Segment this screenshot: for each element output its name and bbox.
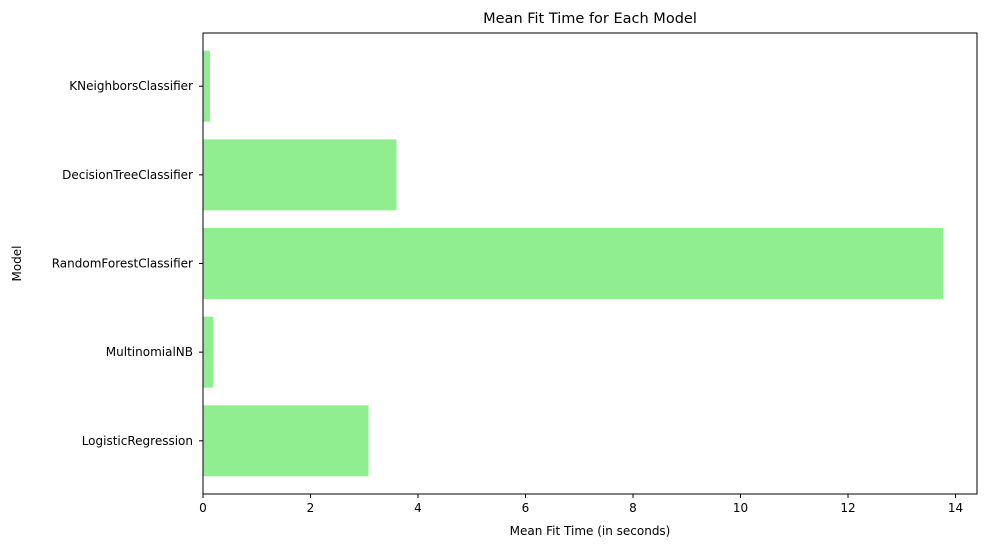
x-tick-label: 10 xyxy=(733,501,748,515)
x-tick-label: 12 xyxy=(840,501,855,515)
y-tick-label: LogisticRegression xyxy=(82,434,193,448)
bar-MultinomialNB xyxy=(203,316,214,388)
bar-LogisticRegression xyxy=(203,405,369,477)
y-axis-label: Model xyxy=(10,245,24,281)
y-axis: LogisticRegression MultinomialNB RandomFor… xyxy=(52,79,203,448)
y-tick-label: MultinomialNB xyxy=(106,345,193,359)
y-tick-label: KNeighborsClassifier xyxy=(69,79,193,93)
x-tick-label: 0 xyxy=(199,501,207,515)
x-tick-label: 6 xyxy=(522,501,530,515)
chart-title: Mean Fit Time for Each Model xyxy=(483,11,697,27)
x-tick-label: 4 xyxy=(414,501,422,515)
x-axis-label: Mean Fit Time (in seconds) xyxy=(510,524,671,538)
bar-DecisionTreeClassifier xyxy=(203,139,397,211)
x-axis: 0 2 4 6 8 10 12 14 xyxy=(199,494,963,515)
y-tick-label: DecisionTreeClassifier xyxy=(62,168,193,182)
x-tick-label: 2 xyxy=(307,501,315,515)
y-tick-label: RandomForestClassifier xyxy=(52,257,193,271)
bar-RandomForestClassifier xyxy=(203,228,944,299)
x-tick-label: 8 xyxy=(629,501,637,515)
x-tick-label: 14 xyxy=(948,501,963,515)
bar-KNeighborsClassifier xyxy=(203,50,210,122)
bars-group xyxy=(203,50,944,477)
